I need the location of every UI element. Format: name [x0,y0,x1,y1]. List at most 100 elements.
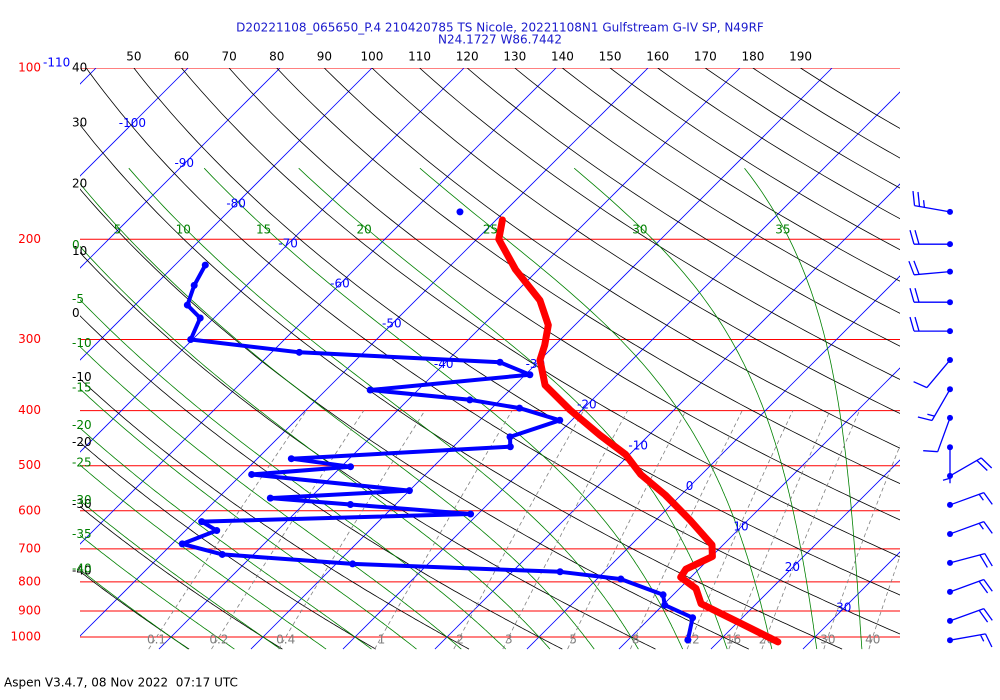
wind-barb [909,230,951,245]
wind-barb [923,417,951,453]
mixing-ratio-line [502,410,629,650]
dry-adiabat [80,441,376,650]
footer: Aspen V3.4.7, 08 Nov 2022 07:17 UTC [4,676,238,690]
dry-adiabat [133,68,900,596]
isotherm [80,68,281,269]
dry-adiabat-label: 20 [72,177,87,191]
mixing-ratio-line [211,410,365,650]
wind-point [947,414,953,421]
dry-adiabat-label: 130 [503,50,526,64]
wind-barb [917,388,951,422]
dry-adiabat [799,68,900,129]
moist-adiabat [80,464,327,650]
mixing-ratio-line [686,410,794,650]
wind-barb [908,260,951,276]
traces [178,208,782,646]
moist-adiabat-label: -40 [72,562,92,576]
moist-adiabat-label: 15 [256,223,271,237]
profile-point [506,433,514,441]
profile-point [266,494,274,502]
dry-adiabat-label: 190 [789,50,812,64]
dry-adiabat [80,252,656,650]
moist-adiabat-label: 0 [72,238,80,252]
wind-barb [949,491,993,506]
mixing-ratio-label: 0.1 [147,633,166,647]
dry-adiabat-label: 0 [72,306,80,320]
dry-adiabat-label: 180 [741,50,764,64]
moist-adiabat-label: -15 [72,380,92,394]
dry-adiabat-label: -10 [72,370,92,384]
moist-adiabat [203,167,684,650]
moist-adiabat [80,299,506,650]
moist-adiabat-label: -30 [72,493,92,507]
moist-adiabat-label: 35 [775,223,790,237]
profile-point [556,568,564,576]
isotherm-label: 0 [686,479,694,493]
y-tick-label: 400 [18,403,41,417]
wind-barb [909,288,951,303]
isotherm [250,68,833,650]
wind-point [947,472,953,479]
dry-adiabat-label: 50 [126,50,141,64]
profile-point [178,540,186,548]
mixing-ratio-label: 3 [505,633,513,647]
profile-point [213,527,221,535]
dry-adiabat-label: 170 [694,50,717,64]
mixing-ratio-label: 2 [456,633,464,647]
moist-adiabat-label: 5 [114,223,122,237]
wind-point [947,501,953,508]
dry-adiabat-label: -20 [72,435,92,449]
dry-adiabat [80,571,190,650]
mixing-ratio-label: 30 [820,633,835,647]
y-tick-label: 100 [18,61,41,75]
wind-barb [949,633,993,648]
profile-line [180,263,695,642]
wind-point [947,268,953,275]
profile-point [467,510,475,518]
mixing-ratio-label: 8 [632,633,640,647]
profile-point [218,550,226,558]
wind-point [947,386,953,393]
isotherm-label: -90 [174,156,194,170]
y-tick-label: 500 [18,458,41,472]
dry-adiabat [180,68,900,558]
wind-point [947,241,953,248]
wind-barb [949,552,993,568]
isotherm [80,68,465,453]
dry-adiabat [466,68,900,347]
dry-adiabat-label: 120 [456,50,479,64]
mixing-ratio-label: 5 [569,633,577,647]
isotherm-label: 30 [836,601,851,615]
dry-adiabat [371,68,900,414]
isotherm [80,68,557,545]
profile-point [659,591,667,599]
isotherm [434,183,900,650]
profile-point [190,281,198,289]
y-tick-label: 1000 [10,630,41,644]
profile-point [466,396,474,404]
dry-adiabat-label: 10 [72,244,87,258]
mixing-ratio-line [148,410,307,650]
isotherm [342,91,900,650]
mixing-ratio-line [453,410,584,650]
dry-adiabat-label: 140 [551,50,574,64]
dry-adiabat [752,68,900,159]
wind-barb [949,607,993,623]
mixing-ratio-label: 40 [865,633,880,647]
y-tick-label: 800 [18,574,41,588]
chart-title: D20221108_065650_P.4 210420785 TS Nicole… [236,21,764,35]
profile-point [295,348,303,356]
moist-adiabat [80,427,372,650]
moist-adiabat [80,245,551,650]
dry-adiabat-label: -40 [72,563,92,577]
isotherm-label: -110 [43,56,70,70]
dry-adiabat-label: 90 [317,50,332,64]
y-tick-label: 200 [18,232,41,246]
profile-point [366,386,374,394]
isotherm-label: -60 [330,277,350,291]
isotherm-label: 20 [785,560,800,574]
isotherm [526,275,900,650]
dry-adiabat-label: 100 [361,50,384,64]
mixing-ratio-line [868,554,900,650]
